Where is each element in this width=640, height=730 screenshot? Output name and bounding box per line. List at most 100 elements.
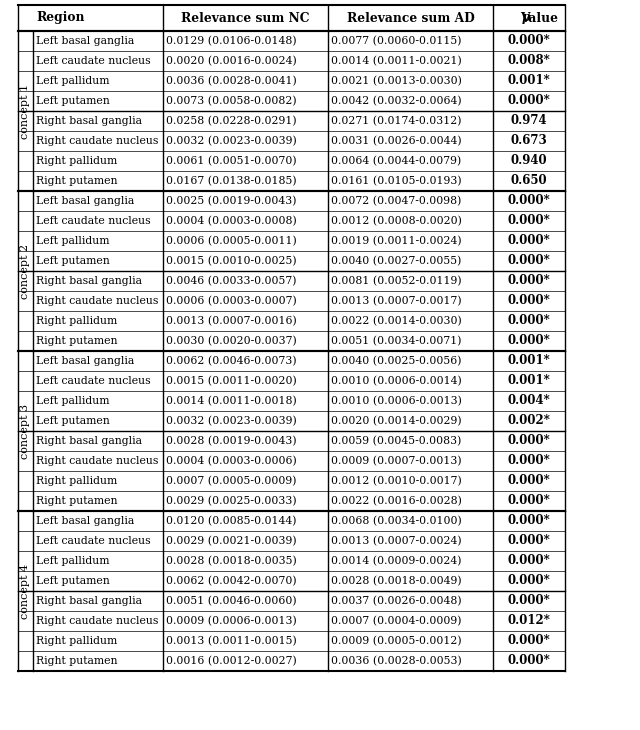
Text: Right caudate nucleus: Right caudate nucleus (36, 616, 158, 626)
Text: 0.0032 (0.0023-0.0039): 0.0032 (0.0023-0.0039) (166, 416, 297, 426)
Text: 0.0022 (0.0014-0.0030): 0.0022 (0.0014-0.0030) (331, 316, 461, 326)
Text: Left pallidum: Left pallidum (36, 556, 109, 566)
Text: Right putamen: Right putamen (36, 336, 118, 346)
Text: 0.0014 (0.0011-0.0018): 0.0014 (0.0011-0.0018) (166, 396, 297, 406)
Text: 0.0010 (0.0006-0.0014): 0.0010 (0.0006-0.0014) (331, 376, 461, 386)
Text: 0.0004 (0.0003-0.0006): 0.0004 (0.0003-0.0006) (166, 456, 297, 466)
Text: Right pallidum: Right pallidum (36, 156, 117, 166)
Text: Left putamen: Left putamen (36, 576, 109, 586)
Text: 0.000*: 0.000* (508, 274, 550, 288)
Text: Right basal ganglia: Right basal ganglia (36, 596, 142, 606)
Text: 0.940: 0.940 (511, 155, 547, 167)
Text: 0.673: 0.673 (511, 134, 547, 147)
Text: 0.008*: 0.008* (508, 55, 550, 67)
Text: 0.0037 (0.0026-0.0048): 0.0037 (0.0026-0.0048) (331, 596, 461, 606)
Text: 0.000*: 0.000* (508, 34, 550, 47)
Text: 0.0013 (0.0007-0.0024): 0.0013 (0.0007-0.0024) (331, 536, 461, 546)
Text: 0.0022 (0.0016-0.0028): 0.0022 (0.0016-0.0028) (331, 496, 462, 506)
Text: 0.0028 (0.0018-0.0049): 0.0028 (0.0018-0.0049) (331, 576, 461, 586)
Text: 0.000*: 0.000* (508, 194, 550, 207)
Text: 0.0040 (0.0025-0.0056): 0.0040 (0.0025-0.0056) (331, 356, 461, 366)
Text: 0.0020 (0.0014-0.0029): 0.0020 (0.0014-0.0029) (331, 416, 461, 426)
Text: concept 4: concept 4 (20, 564, 31, 618)
Text: Relevance sum NC: Relevance sum NC (181, 12, 310, 25)
Text: Left pallidum: Left pallidum (36, 396, 109, 406)
Text: 0.000*: 0.000* (508, 255, 550, 267)
Text: 0.0021 (0.0013-0.0030): 0.0021 (0.0013-0.0030) (331, 76, 462, 86)
Text: 0.0032 (0.0023-0.0039): 0.0032 (0.0023-0.0039) (166, 136, 297, 146)
Text: 0.0013 (0.0011-0.0015): 0.0013 (0.0011-0.0015) (166, 636, 297, 646)
Text: 0.0258 (0.0228-0.0291): 0.0258 (0.0228-0.0291) (166, 116, 296, 126)
Text: 0.0064 (0.0044-0.0079): 0.0064 (0.0044-0.0079) (331, 155, 461, 166)
Text: 0.0028 (0.0019-0.0043): 0.0028 (0.0019-0.0043) (166, 436, 296, 446)
Text: Right basal ganglia: Right basal ganglia (36, 276, 142, 286)
Text: 0.0014 (0.0011-0.0021): 0.0014 (0.0011-0.0021) (331, 55, 461, 66)
Text: 0.0015 (0.0011-0.0020): 0.0015 (0.0011-0.0020) (166, 376, 297, 386)
Text: 0.0046 (0.0033-0.0057): 0.0046 (0.0033-0.0057) (166, 276, 296, 286)
Text: 0.004*: 0.004* (508, 394, 550, 407)
Text: 0.0036 (0.0028-0.0041): 0.0036 (0.0028-0.0041) (166, 76, 297, 86)
Text: 0.0015 (0.0010-0.0025): 0.0015 (0.0010-0.0025) (166, 255, 296, 266)
Text: 0.000*: 0.000* (508, 494, 550, 507)
Text: 0.001*: 0.001* (508, 74, 550, 88)
Text: 0.0006 (0.0003-0.0007): 0.0006 (0.0003-0.0007) (166, 296, 297, 306)
Text: concept 2: concept 2 (20, 243, 31, 299)
Text: 0.0161 (0.0105-0.0193): 0.0161 (0.0105-0.0193) (331, 176, 461, 186)
Text: Left putamen: Left putamen (36, 256, 109, 266)
Text: 0.0028 (0.0018-0.0035): 0.0028 (0.0018-0.0035) (166, 556, 297, 566)
Text: Left putamen: Left putamen (36, 416, 109, 426)
Text: 0.000*: 0.000* (508, 474, 550, 488)
Text: 0.0077 (0.0060-0.0115): 0.0077 (0.0060-0.0115) (331, 36, 461, 46)
Text: Region: Region (36, 12, 84, 25)
Text: Right caudate nucleus: Right caudate nucleus (36, 456, 158, 466)
Text: 0.000*: 0.000* (508, 555, 550, 567)
Text: 0.0031 (0.0026-0.0044): 0.0031 (0.0026-0.0044) (331, 136, 461, 146)
Text: p: p (522, 12, 531, 25)
Text: 0.0007 (0.0004-0.0009): 0.0007 (0.0004-0.0009) (331, 616, 461, 626)
Text: Right basal ganglia: Right basal ganglia (36, 436, 142, 446)
Text: 0.000*: 0.000* (508, 515, 550, 528)
Text: 0.0009 (0.0006-0.0013): 0.0009 (0.0006-0.0013) (166, 616, 297, 626)
Text: 0.0006 (0.0005-0.0011): 0.0006 (0.0005-0.0011) (166, 236, 297, 246)
Text: 0.0051 (0.0034-0.0071): 0.0051 (0.0034-0.0071) (331, 336, 461, 346)
Text: 0.0051 (0.0046-0.0060): 0.0051 (0.0046-0.0060) (166, 596, 296, 606)
Text: 0.0004 (0.0003-0.0008): 0.0004 (0.0003-0.0008) (166, 216, 297, 226)
Text: 0.000*: 0.000* (508, 215, 550, 228)
Text: 0.000*: 0.000* (508, 455, 550, 467)
Text: 0.0129 (0.0106-0.0148): 0.0129 (0.0106-0.0148) (166, 36, 296, 46)
Text: 0.0167 (0.0138-0.0185): 0.0167 (0.0138-0.0185) (166, 176, 296, 186)
Text: 0.0036 (0.0028-0.0053): 0.0036 (0.0028-0.0053) (331, 656, 461, 666)
Text: Right basal ganglia: Right basal ganglia (36, 116, 142, 126)
Text: 0.0007 (0.0005-0.0009): 0.0007 (0.0005-0.0009) (166, 476, 296, 486)
Text: 0.0059 (0.0045-0.0083): 0.0059 (0.0045-0.0083) (331, 436, 461, 446)
Text: 0.000*: 0.000* (508, 234, 550, 247)
Text: Left basal ganglia: Left basal ganglia (36, 36, 134, 46)
Text: Right putamen: Right putamen (36, 176, 118, 186)
Text: Left caudate nucleus: Left caudate nucleus (36, 216, 150, 226)
Text: 0.001*: 0.001* (508, 374, 550, 388)
Text: 0.0013 (0.0007-0.0017): 0.0013 (0.0007-0.0017) (331, 296, 461, 306)
Text: 0.0013 (0.0007-0.0016): 0.0013 (0.0007-0.0016) (166, 316, 297, 326)
Text: 0.0072 (0.0047-0.0098): 0.0072 (0.0047-0.0098) (331, 196, 461, 206)
Text: concept 1: concept 1 (20, 83, 31, 139)
Text: 0.0062 (0.0046-0.0073): 0.0062 (0.0046-0.0073) (166, 356, 296, 366)
Text: 0.012*: 0.012* (508, 615, 550, 628)
Text: 0.0029 (0.0025-0.0033): 0.0029 (0.0025-0.0033) (166, 496, 296, 506)
Text: Right putamen: Right putamen (36, 496, 118, 506)
Text: Right caudate nucleus: Right caudate nucleus (36, 136, 158, 146)
Text: Left caudate nucleus: Left caudate nucleus (36, 376, 150, 386)
Text: 0.0009 (0.0007-0.0013): 0.0009 (0.0007-0.0013) (331, 456, 461, 466)
Text: 0.002*: 0.002* (508, 415, 550, 428)
Text: 0.000*: 0.000* (508, 575, 550, 588)
Text: Right putamen: Right putamen (36, 656, 118, 666)
Text: Left basal ganglia: Left basal ganglia (36, 356, 134, 366)
Text: 0.000*: 0.000* (508, 634, 550, 648)
Text: 0.0012 (0.0008-0.0020): 0.0012 (0.0008-0.0020) (331, 216, 462, 226)
Text: 0.0025 (0.0019-0.0043): 0.0025 (0.0019-0.0043) (166, 196, 296, 206)
Text: 0.0010 (0.0006-0.0013): 0.0010 (0.0006-0.0013) (331, 396, 462, 406)
Text: 0.0020 (0.0016-0.0024): 0.0020 (0.0016-0.0024) (166, 55, 297, 66)
Text: 0.0029 (0.0021-0.0039): 0.0029 (0.0021-0.0039) (166, 536, 296, 546)
Text: Relevance sum AD: Relevance sum AD (347, 12, 474, 25)
Text: Left basal ganglia: Left basal ganglia (36, 196, 134, 206)
Text: 0.0271 (0.0174-0.0312): 0.0271 (0.0174-0.0312) (331, 116, 461, 126)
